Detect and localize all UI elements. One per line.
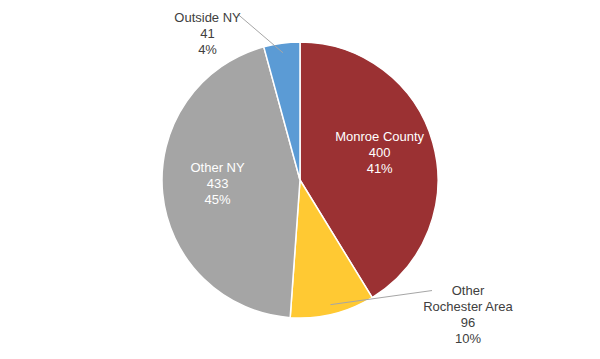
value-label: 41 bbox=[200, 26, 214, 41]
label-line: 4% bbox=[198, 42, 217, 57]
label-line: Monroe County bbox=[335, 129, 424, 144]
percent-label: 45% bbox=[205, 192, 231, 207]
value-label: 96 bbox=[461, 315, 475, 330]
percent-label: 4% bbox=[198, 42, 217, 57]
slices bbox=[162, 42, 438, 318]
leader-line bbox=[330, 291, 432, 305]
label-line: Other bbox=[452, 283, 485, 298]
label-line: 41% bbox=[367, 161, 393, 176]
label-line: 400 bbox=[369, 145, 391, 160]
percent-label: 10% bbox=[455, 331, 481, 346]
labels: Monroe County40041% OtherRochester Area96… bbox=[174, 10, 513, 346]
label-line: 433 bbox=[207, 176, 229, 191]
label-line: 45% bbox=[205, 192, 231, 207]
label-line: 10% bbox=[455, 331, 481, 346]
page: {"chart_data": {"type": "pie", "categori… bbox=[0, 0, 600, 359]
label-line: Outside NY bbox=[174, 10, 241, 25]
value-label: 433 bbox=[207, 176, 229, 191]
label-line: 96 bbox=[461, 315, 475, 330]
category-label: Monroe County bbox=[335, 129, 424, 144]
label-line: 41 bbox=[200, 26, 214, 41]
slice bbox=[264, 42, 300, 180]
label-line: Other NY bbox=[190, 160, 245, 175]
leader-line bbox=[238, 14, 283, 53]
slice bbox=[290, 180, 372, 318]
chart: Monroe County40041% OtherRochester Area96… bbox=[0, 0, 600, 359]
value-label: 400 bbox=[369, 145, 391, 160]
category-label: Other NY bbox=[190, 160, 245, 175]
category-label: OtherRochester Area bbox=[423, 283, 513, 314]
category-label: Outside NY bbox=[174, 10, 241, 25]
percent-label: 41% bbox=[367, 161, 393, 176]
label-line: Rochester Area bbox=[423, 299, 513, 314]
